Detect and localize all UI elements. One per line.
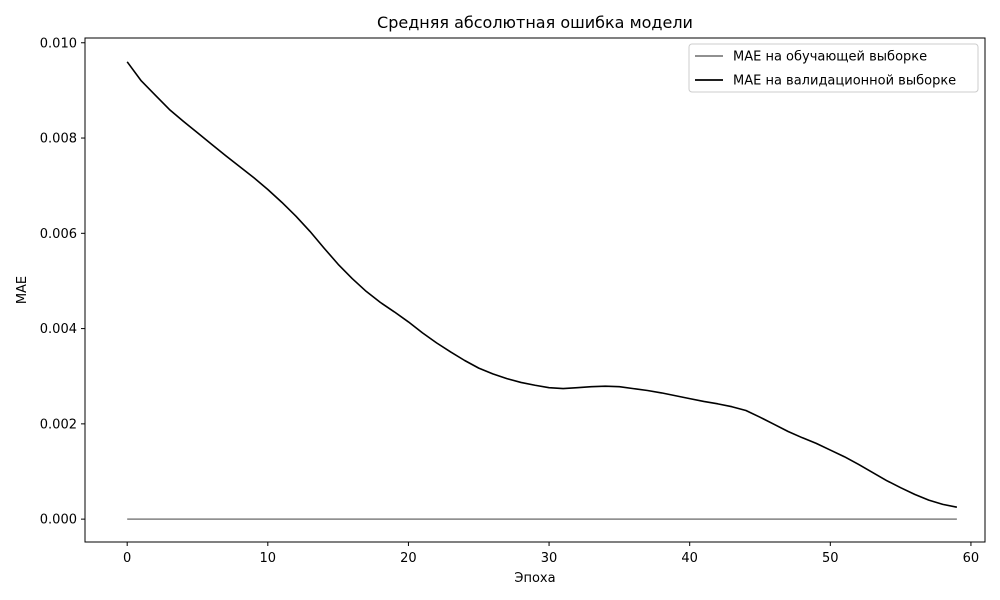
- x-tick-label: 20: [400, 551, 417, 566]
- chart-title: Средняя абсолютная ошибка модели: [377, 13, 693, 32]
- x-axis-label: Эпоха: [514, 571, 555, 586]
- axes-frame: [84, 37, 986, 543]
- x-tick-label: 30: [541, 551, 558, 566]
- series-line-validation: [126, 61, 958, 509]
- x-tick-label: 0: [123, 551, 131, 566]
- y-tick-label: 0.010: [40, 36, 77, 51]
- y-tick-label: 0.006: [40, 227, 77, 242]
- legend-label-validation: MAE на валидационной выборке: [733, 74, 956, 89]
- y-axis-ticks: 0.000 0.002 0.004 0.006 0.008 0.010: [40, 36, 85, 528]
- x-tick-label: 50: [822, 551, 839, 566]
- y-tick-label: 0.000: [40, 513, 77, 528]
- y-tick-label: 0.002: [40, 417, 77, 432]
- y-tick-label: 0.008: [40, 132, 77, 147]
- y-axis-label: MAE: [15, 276, 30, 304]
- x-tick-label: 40: [681, 551, 698, 566]
- legend-label-train: MAE на обучающей выборке: [733, 50, 927, 65]
- chart-legend: MAE на обучающей выборке MAE на валидацио…: [688, 43, 979, 93]
- y-tick-label: 0.004: [40, 322, 77, 337]
- x-axis-ticks: 0 10 20 30 40 50 60: [123, 542, 979, 566]
- plot-area: [84, 37, 986, 543]
- x-tick-label: 60: [963, 551, 980, 566]
- x-tick-label: 10: [260, 551, 277, 566]
- legend-box: [688, 43, 979, 93]
